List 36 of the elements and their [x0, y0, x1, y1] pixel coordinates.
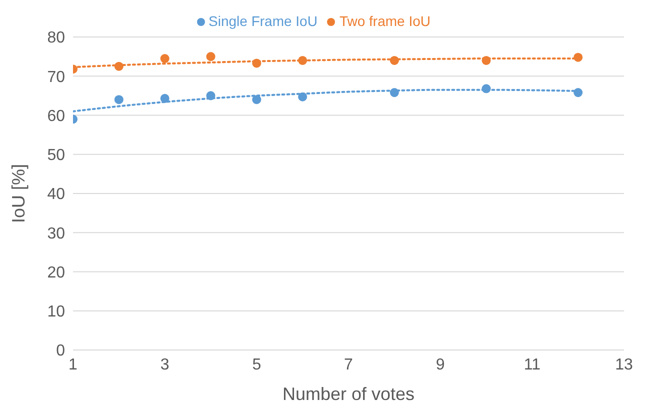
x-tick-label: 11	[524, 356, 541, 374]
x-tick-label: 1	[68, 356, 78, 374]
point	[390, 88, 399, 98]
x-tick-label: 5	[252, 356, 262, 374]
y-tick-label: 60	[47, 108, 66, 125]
x-tick-label: 3	[160, 356, 170, 374]
point	[482, 56, 491, 65]
x-tick-label: 9	[436, 356, 445, 374]
legend-label: Two frame IoU	[339, 13, 430, 29]
point	[482, 84, 491, 94]
point	[114, 95, 124, 104]
y-tick-label: 30	[47, 225, 66, 242]
point	[206, 91, 216, 100]
y-tick-label: 50	[47, 147, 66, 164]
point	[298, 56, 308, 65]
point	[114, 62, 124, 71]
point	[298, 92, 308, 102]
y-tick-label: 70	[47, 68, 66, 86]
y-tick-label: 0	[56, 342, 66, 360]
point	[390, 56, 399, 65]
x-tick-label: 7	[344, 356, 354, 374]
y-tick-label: 10	[47, 304, 66, 321]
point	[574, 88, 583, 98]
x-axis-title: Number of votes	[282, 384, 415, 404]
point	[574, 52, 583, 62]
point	[252, 95, 262, 104]
point	[160, 94, 170, 103]
point	[252, 58, 262, 68]
point	[160, 54, 170, 64]
point	[206, 52, 216, 62]
y-axis-title: IoU [%]	[8, 164, 28, 224]
legend-label: Single Frame IoU	[208, 13, 318, 29]
y-tick-label: 20	[47, 264, 66, 282]
y-tick-label: 40	[47, 186, 66, 204]
y-tick-label: 80	[47, 30, 66, 47]
x-tick-label: 13	[615, 356, 633, 374]
